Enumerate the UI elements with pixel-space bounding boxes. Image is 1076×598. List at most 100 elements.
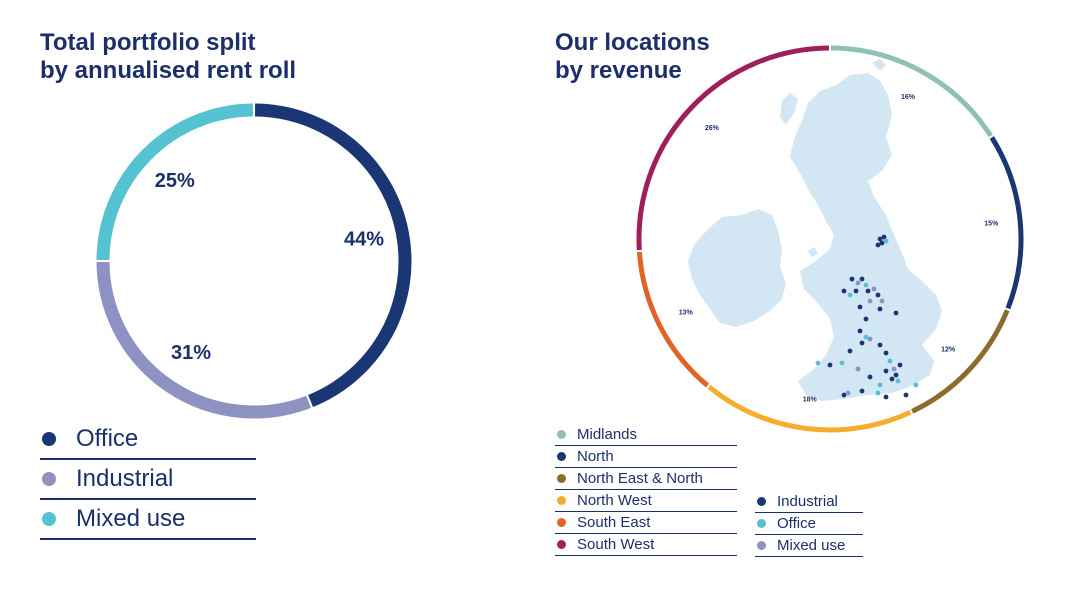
map-location-marker xyxy=(897,362,903,368)
midlands-dot-icon xyxy=(557,430,566,439)
map-location-marker xyxy=(865,288,871,294)
type-legend-item-mixed-use: Mixed use xyxy=(755,535,863,557)
map-location-marker xyxy=(895,378,901,384)
map-location-marker xyxy=(863,282,869,288)
map-location-marker xyxy=(827,362,833,368)
map-location-marker xyxy=(859,388,865,394)
locations-title: Our locations by revenue xyxy=(555,29,710,85)
donut-slice-south-west xyxy=(636,45,830,251)
map-location-marker xyxy=(883,350,889,356)
north-west-dot-icon xyxy=(557,496,566,505)
map-location-marker xyxy=(913,382,919,388)
legend-label-north-west: North West xyxy=(577,492,652,509)
legend-label-south-west: South West xyxy=(577,536,655,553)
map-location-marker xyxy=(893,310,899,316)
map-location-marker xyxy=(867,336,873,342)
map-location-marker xyxy=(883,368,889,374)
map-location-marker xyxy=(841,392,847,398)
office-dot-icon xyxy=(42,432,56,446)
map-location-marker xyxy=(845,390,851,396)
locations-donut-chart: 16% 15% 12% 18% 13% 26% xyxy=(636,45,1024,433)
portfolio-split-title-line1: Total portfolio split xyxy=(40,29,256,56)
legend-label-industrial: Industrial xyxy=(76,465,174,492)
donut-slice-north-east-north xyxy=(911,309,1010,414)
hebrides-shape xyxy=(780,93,798,125)
map-location-marker xyxy=(879,240,885,246)
type-mixed-use-dot-icon xyxy=(757,541,766,550)
legend-item-office: Office xyxy=(40,420,256,460)
donut-label-south-west: 26% xyxy=(705,125,720,132)
legend-item-south-east: South East xyxy=(555,512,737,534)
portfolio-legend: Office Industrial Mixed use xyxy=(40,420,256,540)
orkney-shape xyxy=(872,59,886,71)
south-west-dot-icon xyxy=(557,540,566,549)
map-location-marker xyxy=(847,348,853,354)
map-location-marker xyxy=(877,236,883,242)
donut-slice-office xyxy=(254,103,412,408)
map-location-marker xyxy=(867,374,873,380)
great-britain-shape xyxy=(790,73,942,401)
map-location-marker xyxy=(867,298,873,304)
map-location-marker xyxy=(863,334,869,340)
legend-label-office: Office xyxy=(76,425,139,452)
legend-label-mixed-use: Mixed use xyxy=(76,505,186,532)
map-location-marker xyxy=(903,392,909,398)
ireland-shape xyxy=(688,209,786,327)
map-location-marker xyxy=(877,382,883,388)
north-dot-icon xyxy=(557,452,566,461)
isle-of-man-shape xyxy=(808,247,818,257)
type-office-dot-icon xyxy=(757,519,766,528)
map-location-marker xyxy=(857,328,863,334)
map-location-marker xyxy=(879,298,885,304)
map-location-marker xyxy=(853,288,859,294)
industrial-dot-icon xyxy=(42,472,56,486)
type-legend-item-office: Office xyxy=(755,513,863,535)
map-location-marker xyxy=(889,376,895,382)
portfolio-donut-chart: 44% 31% 25% xyxy=(96,103,412,419)
donut-label-midlands: 16% xyxy=(901,94,916,101)
map-location-marker xyxy=(883,394,889,400)
mixed-use-dot-icon xyxy=(42,512,56,526)
donut-slice-midlands xyxy=(830,45,993,138)
donut-slice-south-east xyxy=(636,251,710,388)
map-location-marker xyxy=(875,242,881,248)
type-legend-label-office: Office xyxy=(777,515,816,532)
map-location-marker xyxy=(839,360,845,366)
map-location-marker xyxy=(877,306,883,312)
legend-label-north: North xyxy=(577,448,614,465)
map-location-marker xyxy=(857,304,863,310)
donut-slice-mixed-use xyxy=(96,103,254,261)
donut-label-north: 15% xyxy=(984,221,999,228)
map-location-marker xyxy=(881,234,887,240)
legend-item-mixed-use: Mixed use xyxy=(40,500,256,540)
type-legend-item-industrial: Industrial xyxy=(755,491,863,513)
uk-ireland-map xyxy=(688,59,942,401)
map-location-marker xyxy=(859,276,865,282)
legend-item-midlands: Midlands xyxy=(555,424,737,446)
map-location-marker xyxy=(849,276,855,282)
donut-label-office: 44% xyxy=(344,228,384,250)
map-location-marker xyxy=(875,390,881,396)
portfolio-split-title-line2: by annualised rent roll xyxy=(40,57,297,84)
map-location-marker xyxy=(863,316,869,322)
donut-label-south-east: 13% xyxy=(679,309,694,316)
type-legend-label-industrial: Industrial xyxy=(777,493,838,510)
legend-label-midlands: Midlands xyxy=(577,426,638,443)
map-location-marker xyxy=(859,340,865,346)
legend-item-industrial: Industrial xyxy=(40,460,256,500)
legend-item-north-east-north: North East & North xyxy=(555,468,737,490)
donut-label-north-west: 18% xyxy=(803,397,818,404)
donut-slice-north-west xyxy=(707,384,912,433)
map-location-marker xyxy=(855,366,861,372)
donut-slice-north xyxy=(989,136,1024,310)
map-location-marker xyxy=(855,280,861,286)
map-location-marker xyxy=(883,238,889,244)
map-location-marker xyxy=(893,372,899,378)
property-type-legend: Industrial Office Mixed use xyxy=(755,491,863,557)
portfolio-split-title: Total portfolio split by annualised rent… xyxy=(40,29,296,85)
south-east-dot-icon xyxy=(557,518,566,527)
type-legend-label-mixed-use: Mixed use xyxy=(777,537,846,554)
north-east-north-dot-icon xyxy=(557,474,566,483)
map-location-marker xyxy=(891,366,897,372)
locations-title-line1: Our locations xyxy=(555,29,710,56)
